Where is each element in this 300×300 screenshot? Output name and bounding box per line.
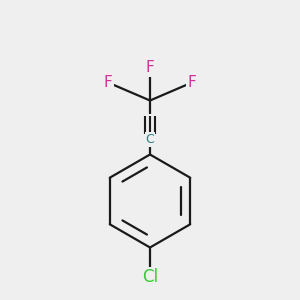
- Text: Cl: Cl: [142, 268, 158, 286]
- Text: F: F: [188, 75, 196, 90]
- Text: C: C: [146, 133, 154, 146]
- Text: F: F: [103, 75, 112, 90]
- Text: F: F: [146, 60, 154, 75]
